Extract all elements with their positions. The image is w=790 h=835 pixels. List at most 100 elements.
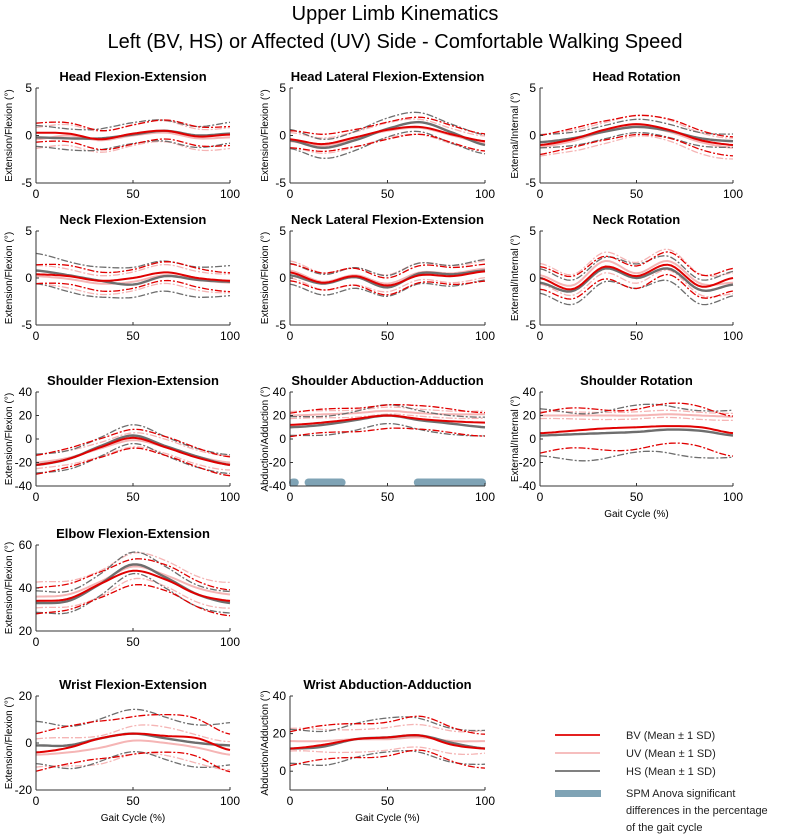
series-HS-plus-sd [35, 551, 231, 593]
y-axis-label: External/Internal (°) [510, 396, 521, 482]
y-axis-label: Extension/Flexion (°) [4, 232, 15, 324]
x-tick-label: 50 [126, 329, 140, 343]
series-HS-minus-sd [35, 140, 231, 152]
series-BV-plus-sd [539, 114, 734, 138]
series-UV-plus-sd [35, 263, 231, 277]
x-tick-label: 0 [287, 187, 294, 201]
series-BV-mean [539, 263, 734, 291]
x-tick-label: 50 [630, 329, 644, 343]
y-axis-label: Extension/Flexion (°) [4, 393, 15, 485]
y-axis-label: External/Internal (°) [510, 92, 521, 178]
panel-9: Elbow Flexion-Extension Extension/Flexion… [4, 526, 240, 649]
panel-0: Head Flexion-Extension Extension/Flexion … [4, 69, 240, 201]
legend-label-spm: of the gait cycle [626, 822, 702, 834]
y-tick-label: 5 [279, 81, 286, 95]
panel-title: Neck Rotation [593, 212, 680, 227]
legend-label-spm: SPM Anova significant [626, 788, 735, 800]
y-tick-label: 0 [529, 432, 536, 446]
series-BV-plus-sd [289, 403, 486, 414]
series-BV-mean [289, 734, 486, 750]
x-axis-label: Gait Cycle (%) [604, 509, 668, 520]
series-HS-plus-sd [290, 404, 485, 418]
series-BV-plus-sd [35, 428, 231, 458]
x-tick-label: 50 [381, 187, 395, 201]
panel-3: Neck Flexion-Extension Extension/Flexion … [4, 212, 240, 343]
panel-4: Neck Lateral Flexion-Extension Extension/… [260, 212, 495, 343]
legend-label-spm: differences in the percentage [626, 805, 768, 817]
series-BV-minus-sd [35, 138, 231, 151]
series-UV-minus-sd [35, 752, 231, 771]
y-axis-label: Abduction/Adduction (°) [260, 690, 271, 795]
y-tick-label: 0 [529, 129, 536, 143]
y-axis-label: Abduction/Adduction (°) [260, 386, 271, 491]
series-BV-mean [289, 125, 486, 146]
x-tick-label: 100 [220, 490, 240, 504]
y-tick-label: -20 [15, 456, 33, 470]
series-UV-plus-sd [289, 723, 486, 733]
panel-8: Shoulder Rotation External/Internal (°) Ga… [510, 373, 743, 520]
y-tick-label: 5 [279, 224, 286, 238]
series-BV-minus-sd [539, 442, 734, 457]
x-tick-label: 50 [381, 794, 395, 808]
y-tick-label: 5 [25, 81, 32, 95]
x-tick-label: 100 [723, 490, 743, 504]
y-tick-label: -20 [269, 456, 287, 470]
y-tick-label: 0 [25, 736, 32, 750]
y-tick-label: 60 [19, 538, 33, 552]
series-BV-mean [36, 129, 231, 141]
panel-10: Wrist Flexion-Extension Extension/Flexion… [4, 677, 240, 824]
y-tick-label: -5 [21, 176, 32, 190]
series-HS-plus-sd [289, 716, 486, 733]
series-HS-minus-sd [290, 422, 485, 437]
series-BV-plus-sd [35, 261, 231, 274]
series-BV-mean [289, 270, 486, 287]
panel-title: Neck Flexion-Extension [60, 212, 207, 227]
series-BV-minus-sd [289, 133, 486, 153]
x-tick-label: 0 [287, 329, 294, 343]
series-BV-minus-sd [289, 749, 486, 769]
series-BV-mean [35, 732, 231, 754]
y-tick-label: 40 [19, 581, 33, 595]
y-tick-label: 20 [273, 409, 287, 423]
x-tick-label: 100 [723, 329, 743, 343]
y-tick-label: 40 [273, 689, 287, 703]
legend: BV (Mean ± 1 SD) UV (Mean ± 1 SD) HS (Mean… [555, 730, 768, 834]
y-tick-label: 5 [25, 224, 32, 238]
x-tick-label: 50 [630, 490, 644, 504]
y-tick-label: 20 [19, 689, 33, 703]
series-BV-mean [289, 414, 486, 426]
panel-title: Wrist Abduction-Adduction [303, 677, 471, 692]
y-tick-label: 5 [529, 81, 536, 95]
x-tick-label: 50 [381, 329, 395, 343]
series-BV-plus-sd [35, 558, 231, 591]
x-tick-label: 50 [126, 635, 140, 649]
legend-label-BV: BV (Mean ± 1 SD) [626, 730, 715, 742]
series-HS-plus-sd [289, 111, 486, 140]
panel-title: Shoulder Flexion-Extension [47, 373, 219, 388]
x-tick-label: 100 [723, 187, 743, 201]
series-BV-minus-sd [289, 427, 486, 438]
series-HS-plus-sd [539, 403, 734, 415]
series-HS-minus-sd [35, 442, 231, 475]
series-HS-mean [539, 267, 734, 293]
series-HS-plus-sd [539, 118, 734, 136]
series-BV-minus-sd [289, 280, 486, 296]
series-BV-plus-sd [289, 263, 486, 279]
x-tick-label: 50 [630, 187, 644, 201]
series-HS-plus-sd [539, 255, 734, 281]
series-HS-plus-sd [35, 252, 231, 269]
series-BV-mean [539, 123, 734, 146]
series-HS-minus-sd [35, 751, 231, 770]
y-tick-label: 20 [273, 727, 287, 741]
y-tick-label: 0 [279, 129, 286, 143]
y-tick-label: -5 [275, 318, 286, 332]
series-UV-plus-sd [540, 409, 733, 415]
y-tick-label: 0 [25, 129, 32, 143]
x-tick-label: 50 [126, 490, 140, 504]
series-BV-plus-sd [35, 713, 231, 735]
x-tick-label: 0 [287, 794, 294, 808]
x-tick-label: 100 [220, 329, 240, 343]
panel-title: Elbow Flexion-Extension [56, 526, 210, 541]
legend-label-HS: HS (Mean ± 1 SD) [626, 766, 716, 778]
